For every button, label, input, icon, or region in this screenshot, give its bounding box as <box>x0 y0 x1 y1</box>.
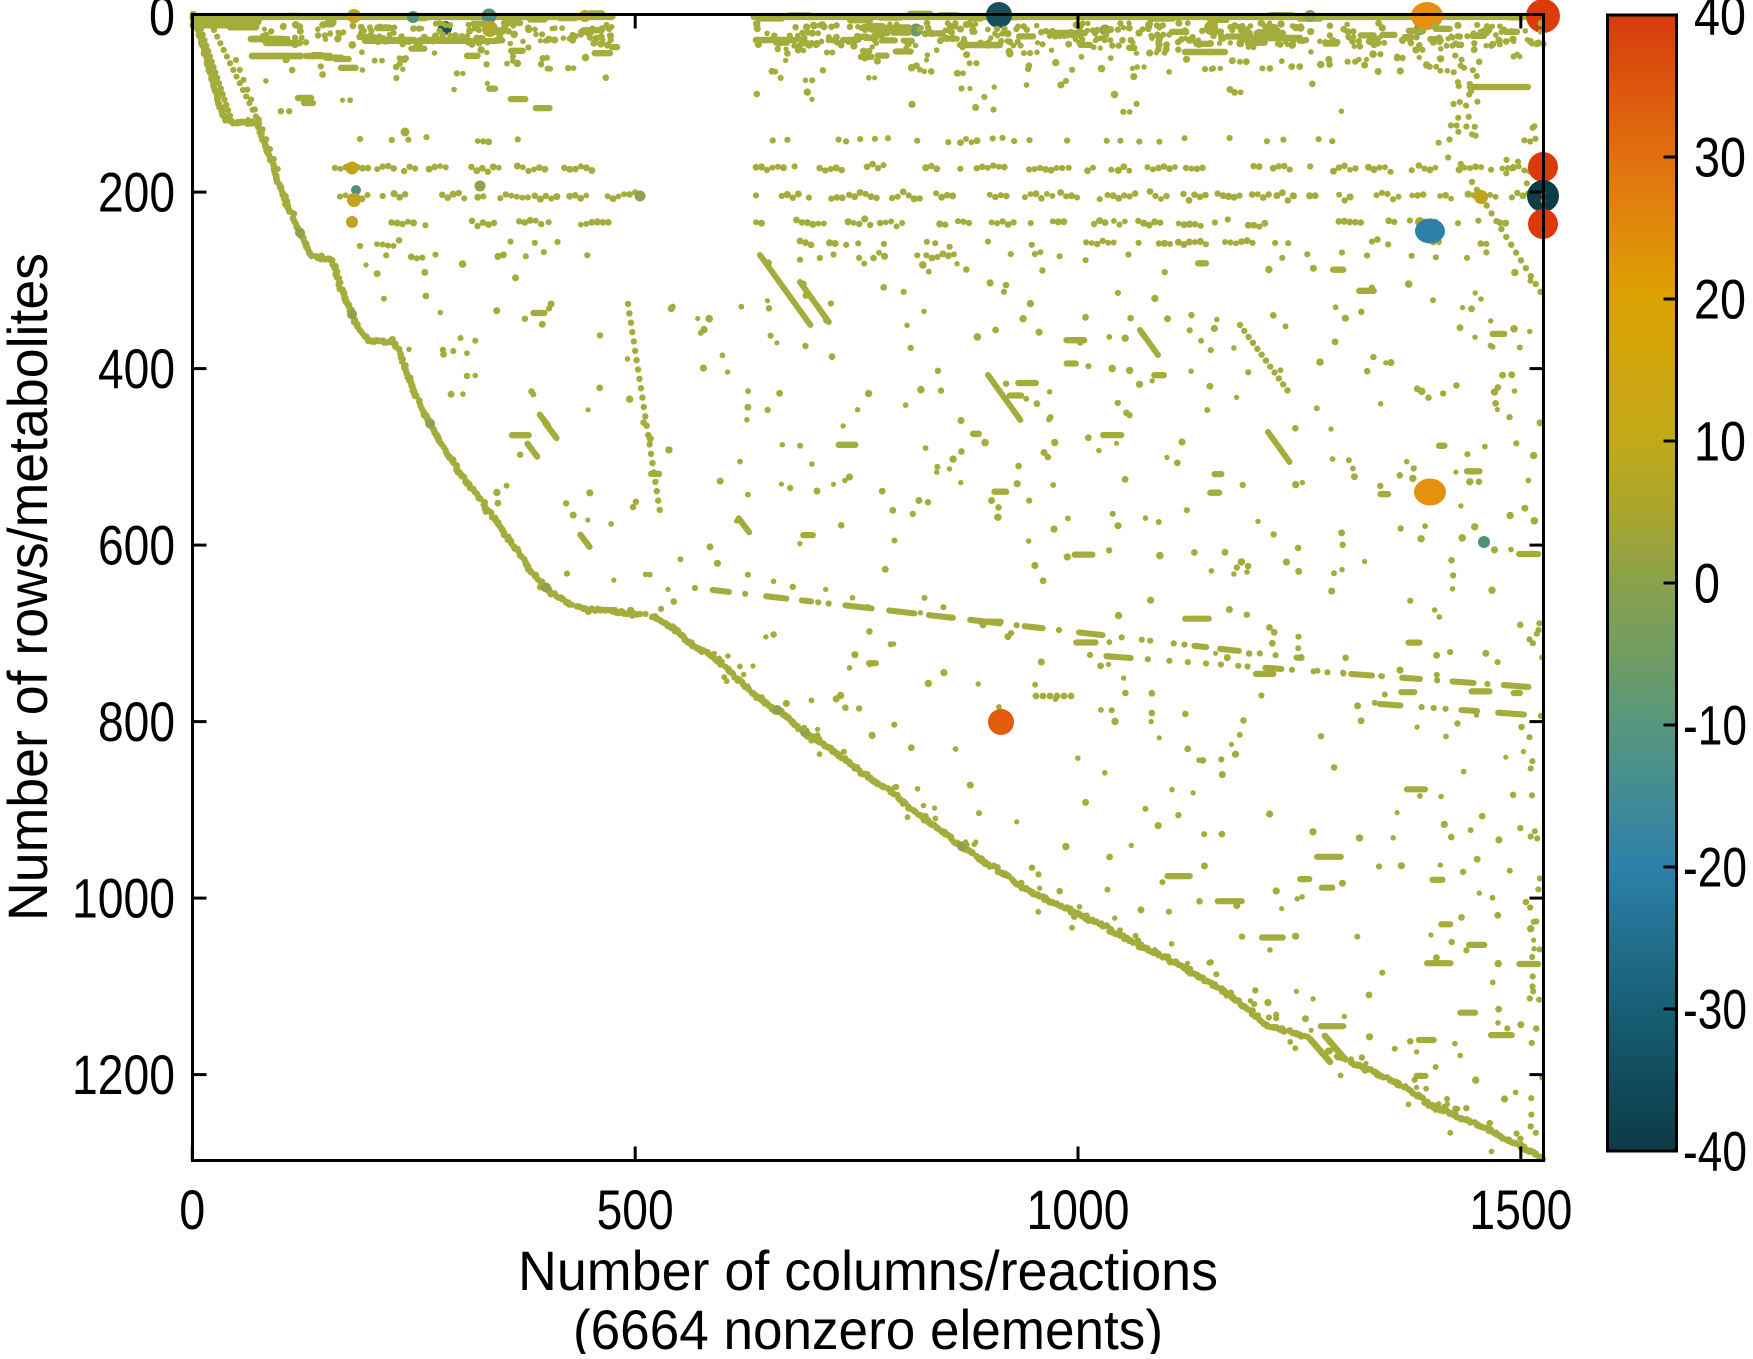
svg-text:Number of rows/metabolites: Number of rows/metabolites <box>0 253 59 921</box>
svg-text:1000: 1000 <box>1027 1178 1130 1241</box>
svg-text:20: 20 <box>1694 268 1746 331</box>
svg-text:600: 600 <box>98 514 175 577</box>
svg-text:0: 0 <box>179 1178 205 1241</box>
svg-text:-40: -40 <box>1683 1120 1747 1183</box>
svg-text:200: 200 <box>98 161 175 224</box>
svg-text:-10: -10 <box>1683 694 1747 757</box>
svg-text:(6664 nonzero elements): (6664 nonzero elements) <box>573 1298 1163 1354</box>
svg-text:0: 0 <box>1694 552 1720 615</box>
svg-text:-30: -30 <box>1683 978 1747 1041</box>
svg-text:40: 40 <box>1694 0 1746 47</box>
svg-text:10: 10 <box>1694 410 1746 473</box>
svg-text:500: 500 <box>597 1178 674 1241</box>
svg-text:1000: 1000 <box>72 867 175 930</box>
svg-text:1200: 1200 <box>72 1043 175 1106</box>
svg-text:Number of columns/reactions: Number of columns/reactions <box>518 1239 1218 1302</box>
svg-text:400: 400 <box>98 337 175 400</box>
svg-text:30: 30 <box>1694 126 1746 189</box>
svg-text:800: 800 <box>98 690 175 753</box>
svg-text:-20: -20 <box>1683 836 1747 899</box>
svg-text:0: 0 <box>149 0 175 47</box>
svg-text:1500: 1500 <box>1469 1178 1572 1241</box>
